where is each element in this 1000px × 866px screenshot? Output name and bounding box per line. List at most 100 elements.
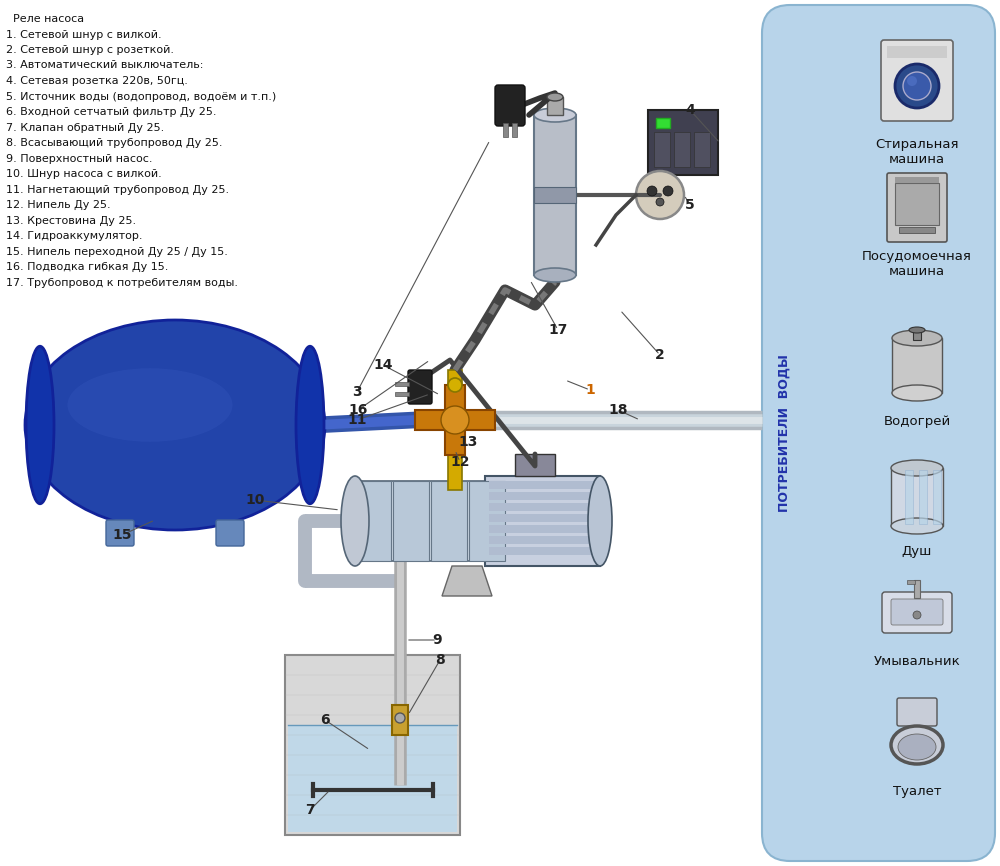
Text: 9. Поверхностный насос.: 9. Поверхностный насос. <box>6 153 152 164</box>
Ellipse shape <box>891 726 943 764</box>
Bar <box>392 705 408 735</box>
FancyBboxPatch shape <box>887 173 947 242</box>
Circle shape <box>448 378 462 392</box>
Bar <box>448 370 462 400</box>
Text: 11. Нагнетающий трубопровод Ду 25.: 11. Нагнетающий трубопровод Ду 25. <box>6 184 229 195</box>
Ellipse shape <box>909 327 925 333</box>
Bar <box>919 470 927 524</box>
Bar <box>654 132 670 167</box>
Bar <box>656 118 670 128</box>
Text: 8. Всасывающий трубопровод Ду 25.: 8. Всасывающий трубопровод Ду 25. <box>6 138 222 148</box>
Bar <box>485 476 600 566</box>
Bar <box>415 410 495 430</box>
Text: 17. Трубопровод к потребителям воды.: 17. Трубопровод к потребителям воды. <box>6 277 238 288</box>
Bar <box>648 110 718 175</box>
Text: 6. Входной сетчатый фильтр Ду 25.: 6. Входной сетчатый фильтр Ду 25. <box>6 107 216 117</box>
Ellipse shape <box>892 330 942 346</box>
Text: 7: 7 <box>305 803 315 817</box>
Bar <box>905 470 913 524</box>
Text: Реле насоса: Реле насоса <box>6 14 84 24</box>
Bar <box>914 580 920 598</box>
Text: 1: 1 <box>585 383 595 397</box>
Bar <box>355 481 391 561</box>
Text: 11: 11 <box>347 413 367 427</box>
FancyBboxPatch shape <box>762 5 995 861</box>
Circle shape <box>913 611 921 619</box>
Bar <box>489 492 594 500</box>
Bar <box>431 481 467 561</box>
Text: 9: 9 <box>432 633 442 647</box>
Circle shape <box>903 72 931 100</box>
Ellipse shape <box>891 518 943 534</box>
FancyBboxPatch shape <box>106 520 134 546</box>
Ellipse shape <box>534 268 576 282</box>
Ellipse shape <box>68 368 232 442</box>
Text: 3: 3 <box>352 385 362 399</box>
Text: 14. Гидроаккумулятор.: 14. Гидроаккумулятор. <box>6 231 143 241</box>
Ellipse shape <box>341 476 369 566</box>
Text: 3. Автоматический выключатель:: 3. Автоматический выключатель: <box>6 61 203 70</box>
Bar <box>887 46 947 58</box>
Bar <box>355 481 540 561</box>
FancyBboxPatch shape <box>897 698 937 726</box>
Bar <box>933 470 941 524</box>
Ellipse shape <box>898 734 936 760</box>
Bar <box>445 385 465 455</box>
Text: Умывальник: Умывальник <box>874 655 960 668</box>
Text: 10. Шнур насоса с вилкой.: 10. Шнур насоса с вилкой. <box>6 169 162 179</box>
Text: 4: 4 <box>685 103 695 117</box>
Text: 14: 14 <box>373 358 393 372</box>
Ellipse shape <box>588 476 612 566</box>
Text: 16: 16 <box>348 403 368 417</box>
Text: Туалет: Туалет <box>893 785 941 798</box>
Bar <box>534 187 576 203</box>
Bar <box>512 123 517 137</box>
Bar <box>395 382 409 386</box>
Text: 10: 10 <box>245 493 265 507</box>
Bar <box>489 481 594 489</box>
Circle shape <box>895 64 939 108</box>
Text: 4. Сетевая розетка 220в, 50гц.: 4. Сетевая розетка 220в, 50гц. <box>6 76 188 86</box>
Bar <box>913 330 921 340</box>
Ellipse shape <box>891 460 943 476</box>
Bar <box>489 503 594 511</box>
Bar <box>891 468 943 526</box>
Ellipse shape <box>25 320 325 530</box>
Bar <box>899 227 935 233</box>
Bar <box>907 580 915 584</box>
Text: 2: 2 <box>655 348 665 362</box>
Text: 5. Источник воды (водопровод, водоём и т.п.): 5. Источник воды (водопровод, водоём и т… <box>6 92 276 101</box>
Text: Посудомоечная
машина: Посудомоечная машина <box>862 250 972 278</box>
Bar <box>395 392 409 396</box>
Bar <box>892 338 942 393</box>
Ellipse shape <box>892 385 942 401</box>
Circle shape <box>907 76 917 86</box>
Circle shape <box>395 713 405 723</box>
FancyBboxPatch shape <box>891 599 943 625</box>
Bar <box>448 455 462 490</box>
Bar <box>503 123 508 137</box>
Bar <box>288 725 457 832</box>
Text: 5: 5 <box>685 198 695 212</box>
Ellipse shape <box>296 346 324 504</box>
Bar <box>489 514 594 522</box>
Ellipse shape <box>547 93 563 101</box>
Ellipse shape <box>534 108 576 122</box>
Bar <box>895 183 939 225</box>
FancyBboxPatch shape <box>216 520 244 546</box>
Circle shape <box>656 198 664 206</box>
Text: 13. Крестовина Ду 25.: 13. Крестовина Ду 25. <box>6 216 136 225</box>
Text: 16. Подводка гибкая Ду 15.: 16. Подводка гибкая Ду 15. <box>6 262 168 272</box>
Circle shape <box>663 186 673 196</box>
Text: 2. Сетевой шнур с розеткой.: 2. Сетевой шнур с розеткой. <box>6 45 174 55</box>
FancyBboxPatch shape <box>495 85 525 126</box>
Bar <box>393 481 429 561</box>
Circle shape <box>647 186 657 196</box>
Text: 15: 15 <box>112 528 132 542</box>
Bar <box>469 481 505 561</box>
Text: Душ: Душ <box>902 545 932 558</box>
Bar <box>674 132 690 167</box>
Text: 13: 13 <box>458 435 478 449</box>
Ellipse shape <box>26 346 54 504</box>
Text: 15. Нипель переходной Ду 25 / Ду 15.: 15. Нипель переходной Ду 25 / Ду 15. <box>6 247 228 256</box>
